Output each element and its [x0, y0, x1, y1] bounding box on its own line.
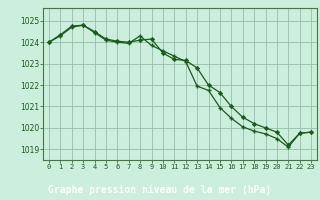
- Text: Graphe pression niveau de la mer (hPa): Graphe pression niveau de la mer (hPa): [48, 185, 272, 195]
